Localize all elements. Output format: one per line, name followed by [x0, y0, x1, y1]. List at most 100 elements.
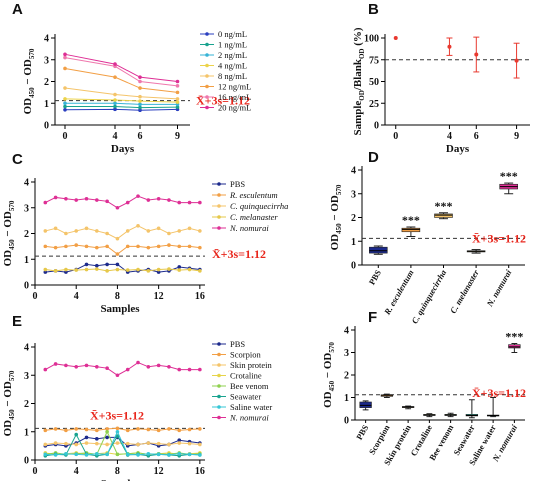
point: [113, 104, 117, 109]
point: [198, 453, 202, 457]
point: [115, 441, 120, 445]
point: [177, 438, 182, 443]
point: [175, 90, 180, 95]
point: [74, 364, 79, 369]
x-tick-label: 9: [514, 131, 519, 142]
point: [474, 52, 479, 57]
y-label-part: OD: [322, 391, 334, 408]
y-tick-label: 3: [44, 55, 49, 66]
legend-marker: [217, 405, 221, 409]
point: [115, 426, 120, 431]
point: [146, 245, 151, 250]
point: [125, 268, 130, 272]
legend-marker: [205, 42, 209, 47]
point: [115, 252, 120, 256]
y-tick-label: 4: [44, 34, 49, 45]
x-tick-label: 4: [447, 131, 452, 142]
point: [95, 245, 99, 250]
legend-marker: [217, 204, 221, 208]
x-axis-label: Days: [111, 143, 135, 155]
point: [64, 267, 68, 272]
point: [43, 428, 48, 433]
point: [74, 442, 79, 447]
point: [84, 267, 89, 272]
point: [187, 244, 192, 249]
x-tick-label: 16: [195, 291, 205, 302]
point: [146, 229, 151, 233]
x-tick-label: C. quinquecirrha: [409, 267, 448, 325]
y-label-sub: 570: [8, 200, 16, 211]
y-tick-label: 3: [344, 348, 349, 359]
series-line: [45, 361, 200, 376]
panel-letter: A: [12, 1, 23, 18]
point: [125, 244, 130, 249]
point: [74, 198, 79, 202]
point: [138, 105, 142, 110]
point: [136, 267, 140, 272]
legend-marker: [217, 182, 221, 186]
threshold-label: X̄+3s=1.12: [472, 386, 526, 400]
point: [105, 244, 109, 249]
point: [125, 200, 130, 205]
y-tick-label: 4: [24, 178, 29, 189]
point: [43, 270, 48, 274]
legend-label: C. melanaster: [230, 212, 278, 222]
y-label-sub: 450: [28, 87, 36, 98]
point: [113, 75, 117, 79]
x-tick-label: 8: [115, 291, 120, 302]
y-label-sub: 570: [335, 184, 343, 195]
point: [43, 229, 48, 233]
point: [113, 92, 117, 97]
point: [84, 427, 89, 432]
point: [95, 441, 99, 446]
threshold-label: X̄+3s=1.12: [212, 247, 266, 261]
legend-marker: [217, 373, 221, 378]
point: [175, 84, 180, 88]
point: [105, 429, 109, 434]
point: [447, 44, 452, 49]
point: [167, 364, 171, 369]
point: [63, 104, 67, 109]
legend-marker: [205, 53, 209, 57]
y-axis-label: SampleOD/BlankOD (%): [352, 27, 366, 135]
y-label-part: /Blank: [352, 58, 364, 91]
point: [187, 427, 192, 432]
y-label-sub: 450: [328, 380, 336, 391]
y-tick-label: 3: [24, 203, 29, 214]
point: [156, 428, 161, 433]
y-tick-label: 1: [24, 427, 29, 438]
legend-label: R. esculentum: [229, 190, 278, 200]
y-tick-label: 1: [344, 393, 349, 404]
x-tick-label: 16: [195, 466, 205, 477]
x-tick-label: 0: [33, 291, 38, 302]
point: [105, 199, 109, 204]
y-tick-label: 2: [344, 371, 349, 382]
point: [187, 452, 192, 457]
point: [84, 435, 89, 440]
point: [74, 432, 79, 437]
y-tick-label: 4: [24, 343, 29, 354]
point: [156, 363, 161, 368]
point: [138, 99, 142, 103]
point: [53, 427, 58, 431]
point: [84, 363, 89, 368]
point: [64, 451, 68, 456]
y-axis-label: OD450 − OD570: [329, 184, 343, 250]
y-tick-label: 1: [24, 255, 29, 266]
point: [198, 229, 202, 233]
legend-label: 12 ng/mL: [218, 82, 251, 92]
point: [43, 200, 48, 205]
legend-label: PBS: [230, 179, 245, 189]
y-label-sub: 570: [28, 48, 36, 59]
panel-letter: B: [368, 1, 379, 18]
point: [63, 66, 67, 71]
point: [64, 244, 68, 249]
y-tick-label: 1: [351, 237, 356, 248]
y-tick-label: 2: [44, 77, 49, 88]
point: [95, 267, 99, 271]
y-axis-label: OD450 − OD570: [22, 48, 36, 114]
point: [74, 268, 79, 272]
legend-marker: [205, 32, 209, 36]
y-label-part: − OD: [329, 195, 341, 223]
